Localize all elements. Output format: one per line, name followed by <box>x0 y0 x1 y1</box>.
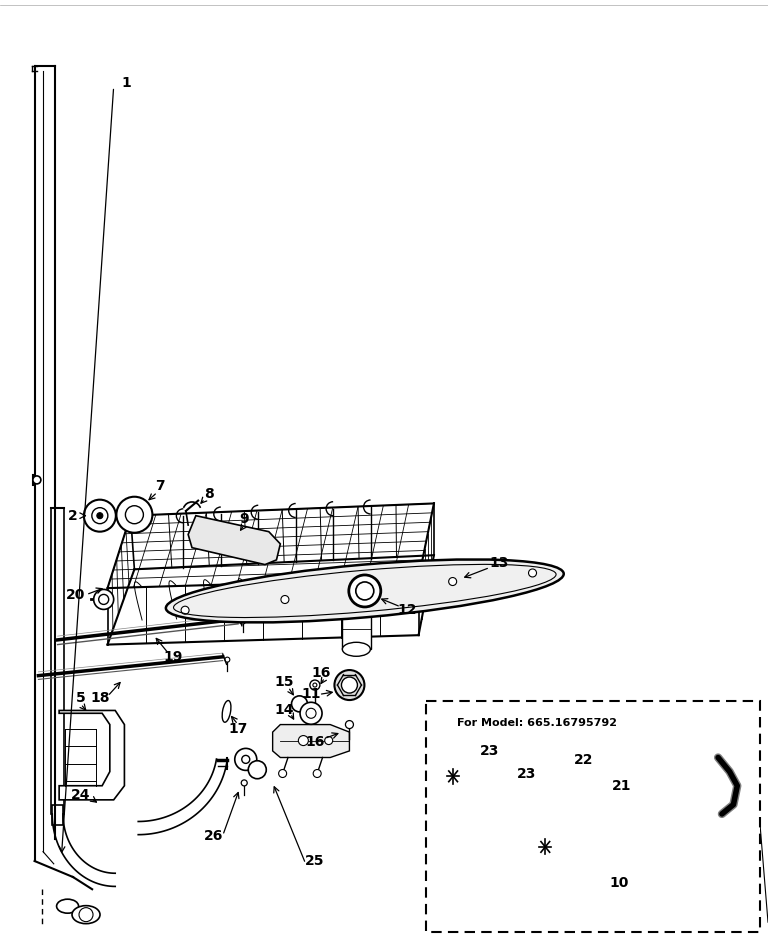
Ellipse shape <box>72 905 100 924</box>
Text: 11: 11 <box>301 688 321 701</box>
Circle shape <box>361 587 369 595</box>
Circle shape <box>235 748 257 771</box>
Text: 7: 7 <box>155 480 164 493</box>
Text: 23: 23 <box>517 767 537 780</box>
Text: 26: 26 <box>204 829 223 842</box>
Text: 16: 16 <box>305 735 325 748</box>
Circle shape <box>298 736 309 745</box>
Text: 25: 25 <box>305 854 325 868</box>
Ellipse shape <box>343 643 370 656</box>
Circle shape <box>241 780 247 786</box>
Circle shape <box>97 513 103 518</box>
Text: 22: 22 <box>574 754 594 767</box>
Bar <box>52 805 63 825</box>
Text: 15: 15 <box>274 676 294 689</box>
Circle shape <box>125 505 144 524</box>
Circle shape <box>33 476 41 484</box>
Text: 5: 5 <box>76 692 85 705</box>
Circle shape <box>528 569 537 577</box>
Text: 17: 17 <box>228 723 248 736</box>
Text: For Model: 665.16795792: For Model: 665.16795792 <box>457 718 617 728</box>
Ellipse shape <box>57 900 78 913</box>
Text: 9: 9 <box>240 513 249 526</box>
Text: 23: 23 <box>480 744 500 758</box>
Text: 16: 16 <box>311 666 331 679</box>
Circle shape <box>84 500 116 532</box>
Bar <box>91 506 109 525</box>
Text: 21: 21 <box>612 779 632 792</box>
Circle shape <box>349 575 381 607</box>
Text: 8: 8 <box>204 487 214 501</box>
Polygon shape <box>188 516 280 565</box>
Circle shape <box>310 680 320 690</box>
Circle shape <box>242 756 250 763</box>
Circle shape <box>346 721 353 728</box>
Text: 10: 10 <box>609 876 629 889</box>
Text: 18: 18 <box>90 692 110 705</box>
Circle shape <box>313 683 317 687</box>
Circle shape <box>449 578 457 585</box>
Circle shape <box>117 497 152 533</box>
Circle shape <box>300 702 322 725</box>
Circle shape <box>450 774 456 779</box>
Circle shape <box>313 770 321 777</box>
Text: 19: 19 <box>163 650 183 663</box>
Text: 13: 13 <box>489 556 509 569</box>
Circle shape <box>79 908 93 921</box>
Ellipse shape <box>222 700 231 723</box>
Text: 12: 12 <box>397 603 417 616</box>
Circle shape <box>542 844 548 850</box>
Circle shape <box>98 595 109 604</box>
Circle shape <box>342 677 357 694</box>
Circle shape <box>181 606 189 614</box>
Circle shape <box>356 582 374 600</box>
Ellipse shape <box>166 560 564 622</box>
Text: 1: 1 <box>122 76 131 89</box>
Circle shape <box>94 589 114 610</box>
Circle shape <box>281 596 289 603</box>
Polygon shape <box>59 710 124 800</box>
Circle shape <box>92 507 108 524</box>
Polygon shape <box>273 725 349 758</box>
Text: 14: 14 <box>274 704 294 717</box>
Bar <box>426 701 760 932</box>
Text: 20: 20 <box>65 588 85 601</box>
Circle shape <box>325 737 333 744</box>
Circle shape <box>248 760 266 779</box>
Circle shape <box>306 709 316 718</box>
Circle shape <box>334 670 365 700</box>
Text: 2: 2 <box>68 509 78 522</box>
Bar <box>342 616 371 649</box>
Text: 24: 24 <box>71 789 91 802</box>
FancyBboxPatch shape <box>429 727 607 899</box>
Circle shape <box>279 770 286 777</box>
Circle shape <box>292 695 307 712</box>
